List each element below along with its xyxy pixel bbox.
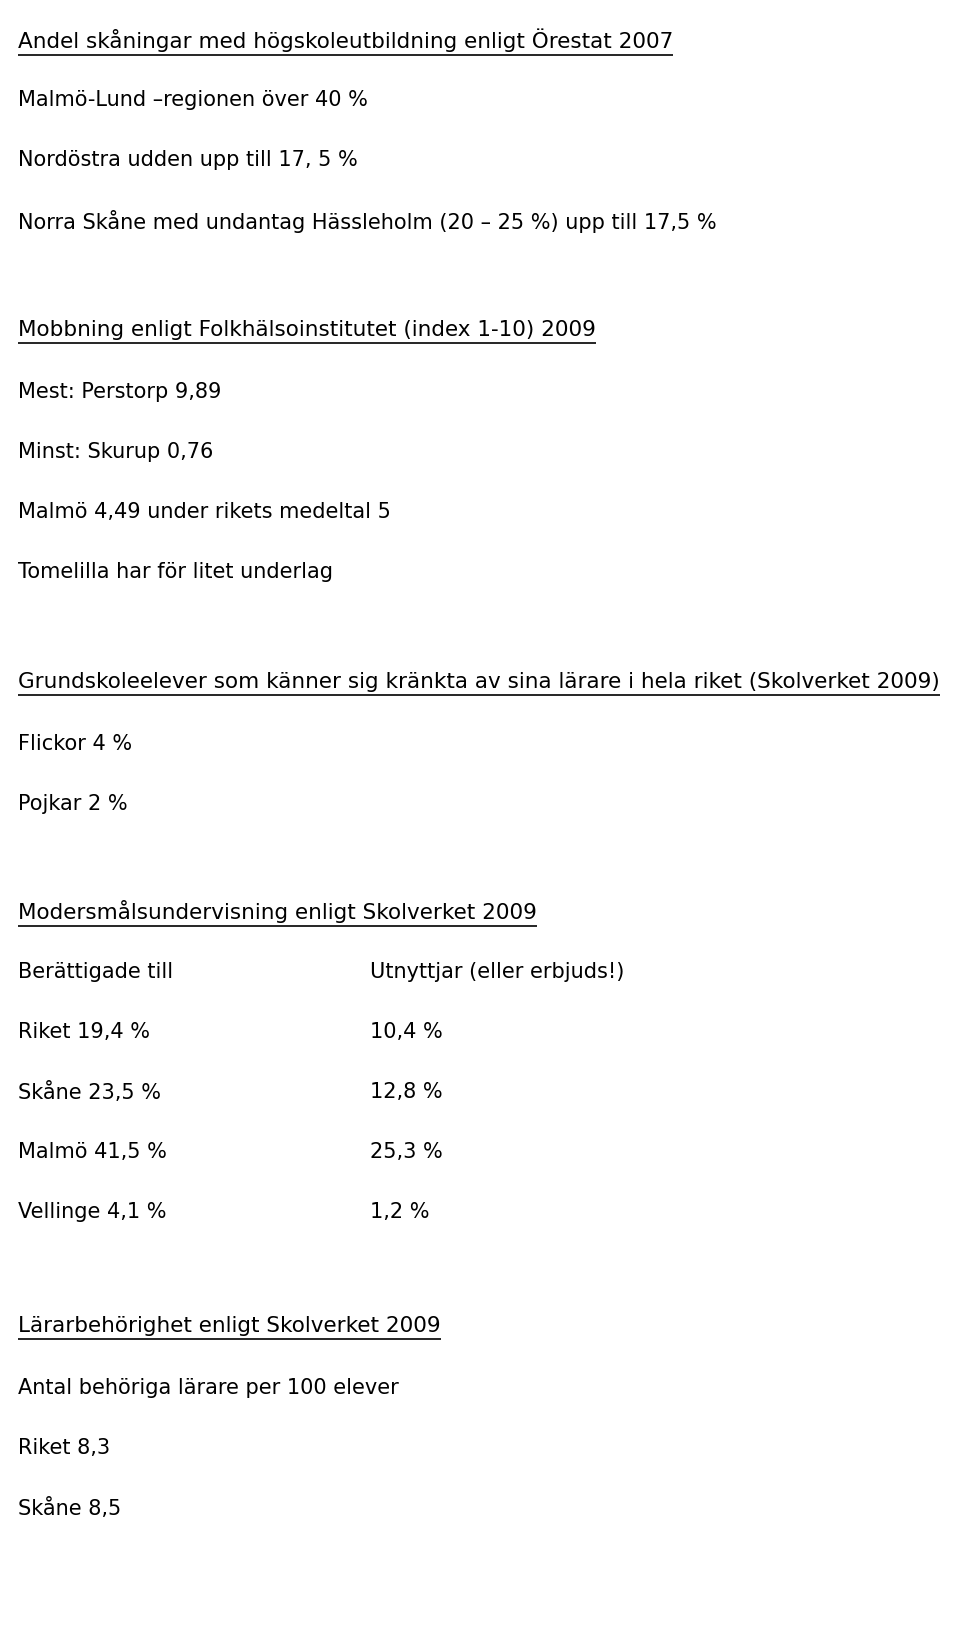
Text: Malmö-Lund –regionen över 40 %: Malmö-Lund –regionen över 40 % [18, 90, 368, 110]
Text: Nordöstra udden upp till 17, 5 %: Nordöstra udden upp till 17, 5 % [18, 151, 358, 170]
Text: Mobbning enligt Folkhälsoinstitutet (index 1-10) 2009: Mobbning enligt Folkhälsoinstitutet (ind… [18, 320, 596, 339]
Text: Riket 19,4 %: Riket 19,4 % [18, 1023, 150, 1042]
Text: Flickor 4 %: Flickor 4 % [18, 734, 132, 754]
Text: Tomelilla har för litet underlag: Tomelilla har för litet underlag [18, 562, 333, 582]
Text: Mest: Perstorp 9,89: Mest: Perstorp 9,89 [18, 382, 222, 402]
Text: Pojkar 2 %: Pojkar 2 % [18, 793, 128, 815]
Text: Malmö 4,49 under rikets medeltal 5: Malmö 4,49 under rikets medeltal 5 [18, 502, 391, 521]
Text: Skåne 23,5 %: Skåne 23,5 % [18, 1082, 161, 1103]
Text: 12,8 %: 12,8 % [370, 1082, 443, 1101]
Text: Skåne 8,5: Skåne 8,5 [18, 1498, 121, 1519]
Text: 25,3 %: 25,3 % [370, 1142, 443, 1162]
Text: Vellinge 4,1 %: Vellinge 4,1 % [18, 1201, 166, 1223]
Text: Lärarbehörighet enligt Skolverket 2009: Lärarbehörighet enligt Skolverket 2009 [18, 1316, 441, 1336]
Text: Utnyttjar (eller erbjuds!): Utnyttjar (eller erbjuds!) [370, 962, 624, 982]
Text: 1,2 %: 1,2 % [370, 1201, 429, 1223]
Text: Modersmålsundervisning enligt Skolverket 2009: Modersmålsundervisning enligt Skolverket… [18, 900, 537, 923]
Text: Riket 8,3: Riket 8,3 [18, 1437, 110, 1459]
Text: Grundskoleelever som känner sig kränkta av sina lärare i hela riket (Skolverket : Grundskoleelever som känner sig kränkta … [18, 672, 940, 692]
Text: Andel skåningar med högskoleutbildning enligt Örestat 2007: Andel skåningar med högskoleutbildning e… [18, 28, 673, 51]
Text: 10,4 %: 10,4 % [370, 1023, 443, 1042]
Text: Minst: Skurup 0,76: Minst: Skurup 0,76 [18, 443, 213, 462]
Text: Antal behöriga lärare per 100 elever: Antal behöriga lärare per 100 elever [18, 1378, 398, 1398]
Text: Malmö 41,5 %: Malmö 41,5 % [18, 1142, 167, 1162]
Text: Norra Skåne med undantag Hässleholm (20 – 25 %) upp till 17,5 %: Norra Skåne med undantag Hässleholm (20 … [18, 210, 716, 233]
Text: Berättigade till: Berättigade till [18, 962, 173, 982]
